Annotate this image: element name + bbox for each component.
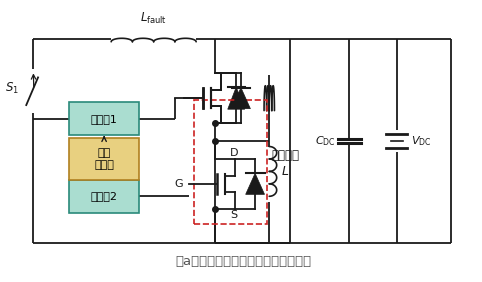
Text: 驱动刨2: 驱动刨2 <box>91 191 118 201</box>
Text: $V_\mathrm{DC}$: $V_\mathrm{DC}$ <box>411 134 431 148</box>
Text: G: G <box>174 179 183 189</box>
Text: $C_\mathrm{DC}$: $C_\mathrm{DC}$ <box>315 134 335 148</box>
Text: （a）基于双脉冲测试的短路测试方法: （a）基于双脉冲测试的短路测试方法 <box>175 255 311 268</box>
Polygon shape <box>231 88 250 109</box>
Text: 脉冲
发生器: 脉冲 发生器 <box>94 148 114 170</box>
Bar <box>69 180 139 213</box>
Text: D: D <box>229 147 238 158</box>
Polygon shape <box>228 87 245 109</box>
Text: $S_1$: $S_1$ <box>5 81 19 96</box>
Polygon shape <box>246 173 265 194</box>
Text: 驱动刨1: 驱动刨1 <box>91 114 118 124</box>
Bar <box>69 138 139 180</box>
Text: $L$: $L$ <box>281 165 289 178</box>
Text: S: S <box>230 210 238 220</box>
Text: $L_\mathrm{fault}$: $L_\mathrm{fault}$ <box>140 11 167 26</box>
Bar <box>194 100 267 224</box>
Text: 待测对象: 待测对象 <box>272 149 300 162</box>
Bar <box>69 102 139 135</box>
